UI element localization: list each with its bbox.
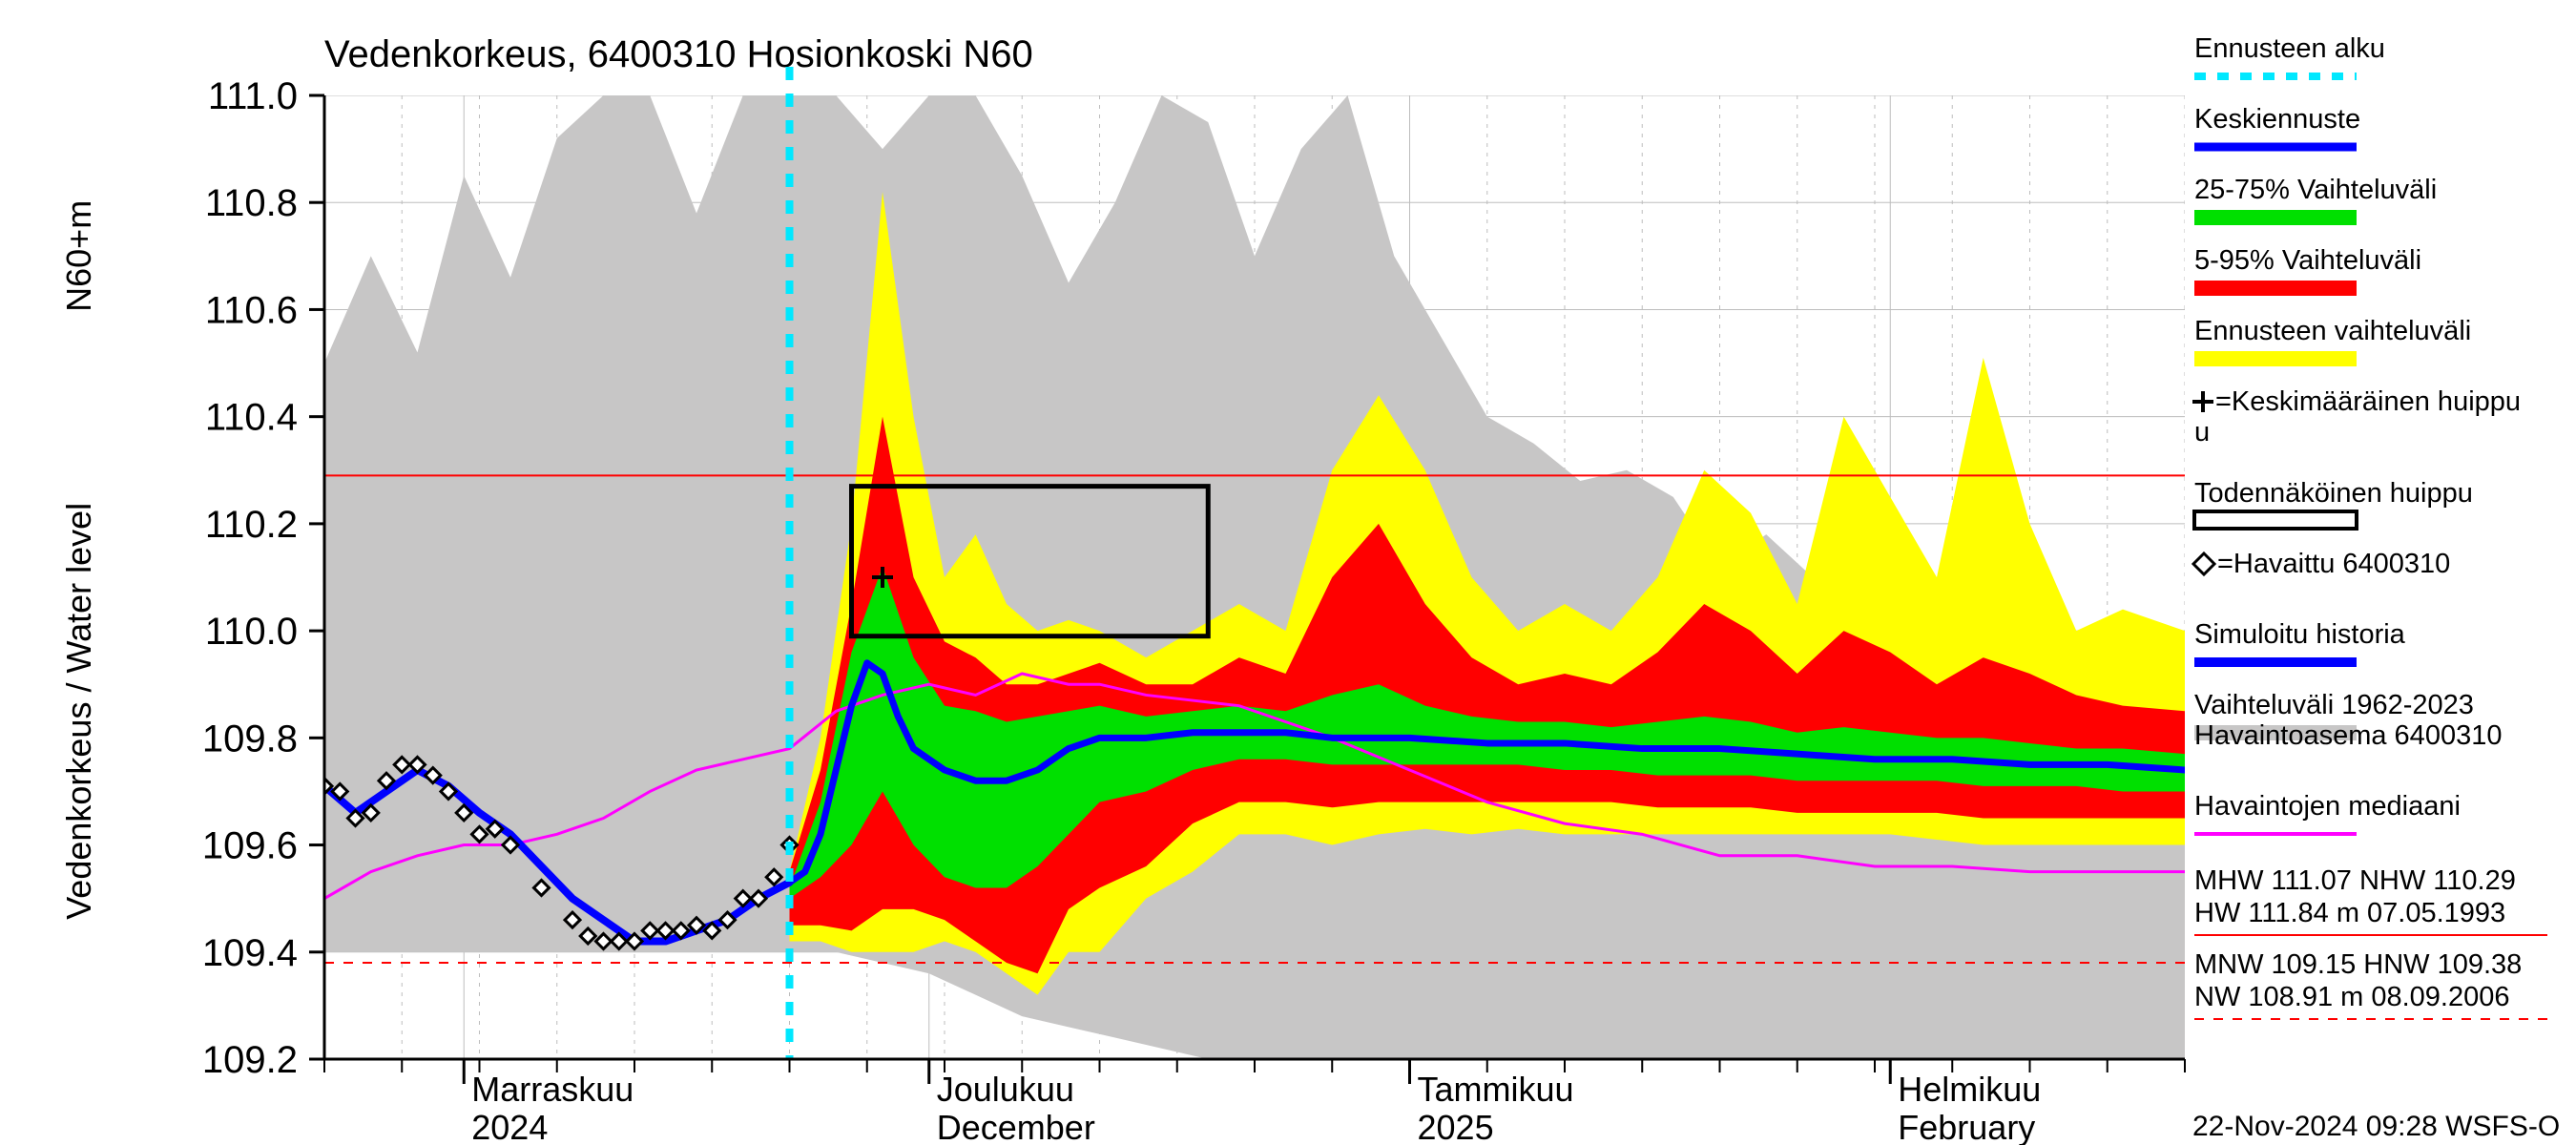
y-tick-label: 111.0: [208, 75, 298, 117]
x-month-label: Joulukuu: [937, 1070, 1074, 1109]
y-tick-label: 109.8: [202, 718, 298, 760]
svg-text:u: u: [2194, 417, 2210, 448]
legend-label: =Keskimääräinen huippu: [2215, 386, 2521, 417]
legend-label: Todennäköinen huippu: [2194, 478, 2473, 509]
y-tick-label: 109.6: [202, 825, 298, 867]
stats-nw2: NW 108.91 m 08.09.2006: [2194, 982, 2509, 1012]
svg-text:N60+m: N60+m: [59, 200, 98, 312]
y-tick-label: 110.6: [205, 289, 298, 331]
y-axis-labels: N60+m Vedenkorkeus / Water level: [59, 200, 98, 920]
legend-label: Havaintojen mediaani: [2194, 791, 2461, 822]
legend-label: Vaihteluväli 1962-2023: [2194, 690, 2474, 720]
y-tick-label: 110.4: [205, 397, 298, 439]
x-month-label: Helmikuu: [1898, 1070, 2041, 1109]
y-tick-label: 109.2: [202, 1039, 298, 1081]
chart-root: Vedenkorkeus, 6400310 Hosionkoski N60 109…: [0, 0, 2576, 1145]
x-month-sublabel: February: [1898, 1108, 2035, 1145]
stats-hw2: HW 111.84 m 07.05.1993: [2194, 898, 2505, 928]
legend-label: Simuloitu historia: [2194, 619, 2406, 650]
svg-text:Vedenkorkeus / Water level: Vedenkorkeus / Water level: [59, 503, 98, 920]
legend-label: 25-75% Vaihteluväli: [2194, 175, 2437, 205]
stats-nw1: MNW 109.15 HNW 109.38: [2194, 949, 2522, 980]
legend-label: =Havaittu 6400310: [2217, 549, 2450, 579]
chart-title: Vedenkorkeus, 6400310 Hosionkoski N60: [324, 33, 1033, 75]
footer-timestamp: 22-Nov-2024 09:28 WSFS-O: [2192, 1111, 2560, 1142]
stats-hw1: MHW 111.07 NHW 110.29: [2194, 865, 2516, 896]
x-month-sublabel: December: [937, 1108, 1095, 1145]
legend-label: Keskiennuste: [2194, 104, 2360, 135]
y-tick-label: 109.4: [202, 932, 298, 974]
y-tick-label: 110.0: [205, 611, 298, 653]
legend-label: Ennusteen vaihteluväli: [2194, 316, 2471, 346]
legend-label: 5-95% Vaihteluväli: [2194, 245, 2421, 276]
chart-svg: Vedenkorkeus, 6400310 Hosionkoski N60 109…: [0, 0, 2576, 1145]
x-month-label: Tammikuu: [1418, 1070, 1574, 1109]
x-month-label: Marraskuu: [471, 1070, 634, 1109]
y-tick-label: 110.2: [205, 504, 298, 546]
y-tick-label: 110.8: [205, 182, 298, 224]
legend-label: Ennusteen alku: [2194, 33, 2385, 64]
x-month-sublabel: 2024: [471, 1108, 548, 1145]
x-month-sublabel: 2025: [1418, 1108, 1494, 1145]
legend-label2: Havaintoasema 6400310: [2194, 720, 2502, 751]
